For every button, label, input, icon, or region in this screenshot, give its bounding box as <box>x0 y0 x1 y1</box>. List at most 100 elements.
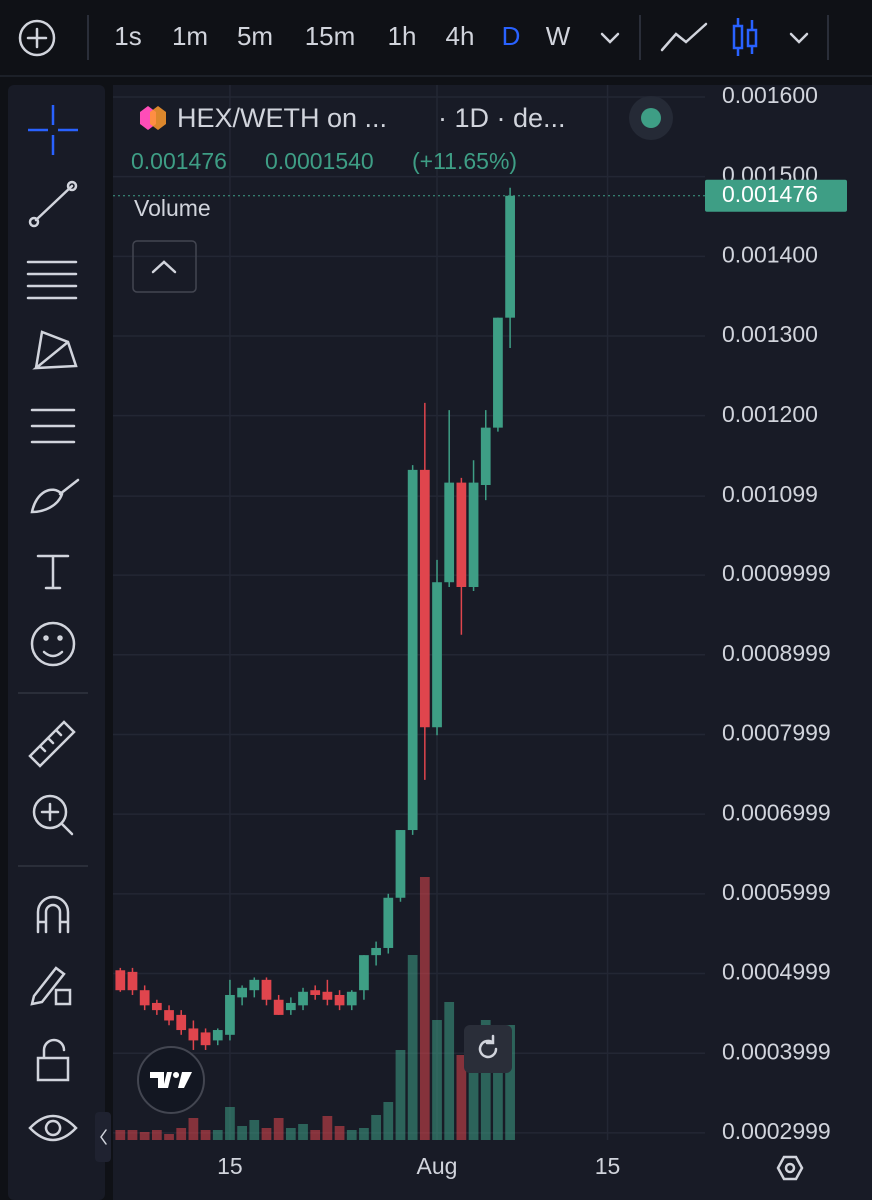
candle-body <box>346 991 357 1006</box>
y-tick-label: 0.001200 <box>722 401 818 427</box>
volume-bar <box>115 1130 126 1140</box>
x-tick-label: Aug <box>417 1153 458 1179</box>
collapse-arrow <box>100 1129 107 1145</box>
candle-body <box>456 482 467 588</box>
volume-bar <box>176 1128 187 1140</box>
candle-body <box>480 427 491 486</box>
candle-body <box>310 990 321 995</box>
y-tick-label: 0.001600 <box>722 82 818 108</box>
volume-bar <box>419 877 430 1140</box>
collapse-legend-arrow <box>151 260 177 274</box>
legend-close: 0.001476 <box>131 148 227 174</box>
y-tick-label: 0.0008999 <box>722 640 831 666</box>
chart-panel <box>113 85 872 1200</box>
candle-body <box>395 830 406 898</box>
candle-body <box>383 897 394 948</box>
volume-bar <box>383 1102 394 1140</box>
candle-body <box>493 317 503 428</box>
volume-bar <box>322 1116 333 1140</box>
collapse-legend[interactable] <box>132 240 197 293</box>
timeframe[interactable]: 1m <box>172 21 208 51</box>
candle-icon[interactable] <box>732 18 758 56</box>
x-tick-label: 15 <box>595 1153 621 1179</box>
zoom-tool[interactable] <box>32 794 74 836</box>
candle-body <box>468 482 479 588</box>
tradingview-logo[interactable] <box>137 1046 205 1114</box>
line-chart-icon[interactable] <box>660 22 708 52</box>
volume-bar <box>456 1055 467 1140</box>
magnet-tool[interactable] <box>36 895 70 934</box>
candle-body <box>432 582 442 728</box>
candle-body <box>407 469 418 831</box>
timeframe[interactable]: 1s <box>114 21 141 51</box>
ruler-tool[interactable] <box>28 720 76 768</box>
candle-body <box>200 1032 211 1046</box>
volume-bar <box>285 1128 296 1140</box>
candle-body <box>334 994 345 1006</box>
candle-body <box>225 994 235 1035</box>
volume-bar <box>493 1030 503 1140</box>
volume-bar <box>346 1130 357 1140</box>
candle-body <box>261 979 272 1000</box>
volume-bar <box>249 1120 260 1140</box>
text-tool[interactable] <box>36 554 70 590</box>
candle-body <box>237 987 247 998</box>
legend-change: 0.0001540 <box>265 148 374 174</box>
candle-body <box>188 1028 199 1041</box>
projection-tool[interactable] <box>30 408 76 444</box>
symbol-logo <box>140 106 166 130</box>
lock-tool[interactable] <box>36 1038 70 1082</box>
volume-bar <box>164 1134 174 1140</box>
timeframe[interactable]: 4h <box>446 21 475 51</box>
lock-drawing-tool[interactable] <box>30 966 72 1006</box>
volume-bar <box>151 1130 162 1140</box>
dropdown[interactable] <box>600 32 620 44</box>
candle-body <box>298 991 308 1006</box>
volume-bar <box>273 1118 284 1140</box>
visibility-tool[interactable] <box>28 1114 78 1142</box>
timeframe[interactable]: 1h <box>388 21 417 51</box>
status-dot <box>641 108 661 128</box>
reset-button[interactable] <box>464 1025 512 1073</box>
volume-bar <box>298 1124 308 1140</box>
last-price-tag <box>705 179 847 212</box>
interval: · 1D · de... <box>438 103 566 133</box>
timeframe-active[interactable]: D <box>502 21 521 51</box>
brush-tool[interactable] <box>30 478 80 514</box>
y-tick-label: 0.0003999 <box>722 1038 831 1064</box>
timeframe[interactable]: W <box>546 21 571 51</box>
candle-body <box>419 469 430 728</box>
dropdown[interactable] <box>789 32 809 44</box>
y-tick-label: 0.001400 <box>722 241 818 267</box>
volume-label: Volume <box>134 195 211 221</box>
crosshair-tool[interactable] <box>28 105 78 155</box>
candle-body <box>273 999 284 1015</box>
volume-bar <box>139 1132 150 1140</box>
timeframe[interactable]: 5m <box>237 21 273 51</box>
volume-bar <box>127 1130 138 1140</box>
symbol[interactable]: HEX/WETH on ... <box>177 103 387 133</box>
y-tick-label: 0.001300 <box>722 321 818 347</box>
volume-bar <box>407 955 418 1140</box>
volume-bar <box>334 1126 345 1140</box>
legend-change-pct: (+11.65%) <box>412 148 517 174</box>
fib-tool[interactable] <box>26 260 78 300</box>
add-button[interactable] <box>18 19 56 57</box>
candle-body <box>359 955 369 991</box>
candle-body <box>212 1030 223 1041</box>
volume-bar <box>237 1126 247 1140</box>
y-tick-label: 0.0009999 <box>722 560 831 586</box>
timeframe[interactable]: 15m <box>305 21 356 51</box>
pattern-tool[interactable] <box>32 330 78 370</box>
candle-body <box>285 1002 296 1011</box>
volume-bar <box>468 1030 479 1140</box>
settings-button[interactable] <box>776 1155 804 1181</box>
trend-line-tool[interactable] <box>28 180 78 228</box>
collapse-toggle[interactable] <box>95 1112 111 1162</box>
volume-bar <box>212 1130 223 1140</box>
y-tick-label: 0.0006999 <box>722 799 831 825</box>
emoji-tool[interactable] <box>30 621 76 667</box>
volume-bar <box>225 1107 235 1140</box>
candle-body <box>127 971 138 991</box>
